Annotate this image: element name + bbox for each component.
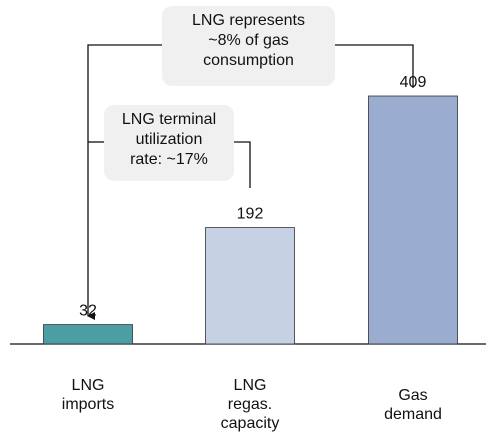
- bar: [43, 324, 133, 345]
- x-tick-label: LNG regas. capacity: [220, 377, 280, 432]
- value-label: 192: [237, 206, 264, 223]
- value-label: 32: [79, 303, 97, 320]
- bar: [205, 227, 295, 345]
- x-tick-label: Gas demand: [384, 387, 442, 423]
- annotation: LNG represents ~8% of gas consumption: [162, 6, 335, 86]
- bar: [368, 95, 458, 345]
- annotation: LNG terminal utilization rate: ~17%: [104, 105, 234, 181]
- x-tick-label: LNG imports: [61, 377, 115, 413]
- brackets: [87, 44, 414, 320]
- value-label: 409: [400, 74, 427, 91]
